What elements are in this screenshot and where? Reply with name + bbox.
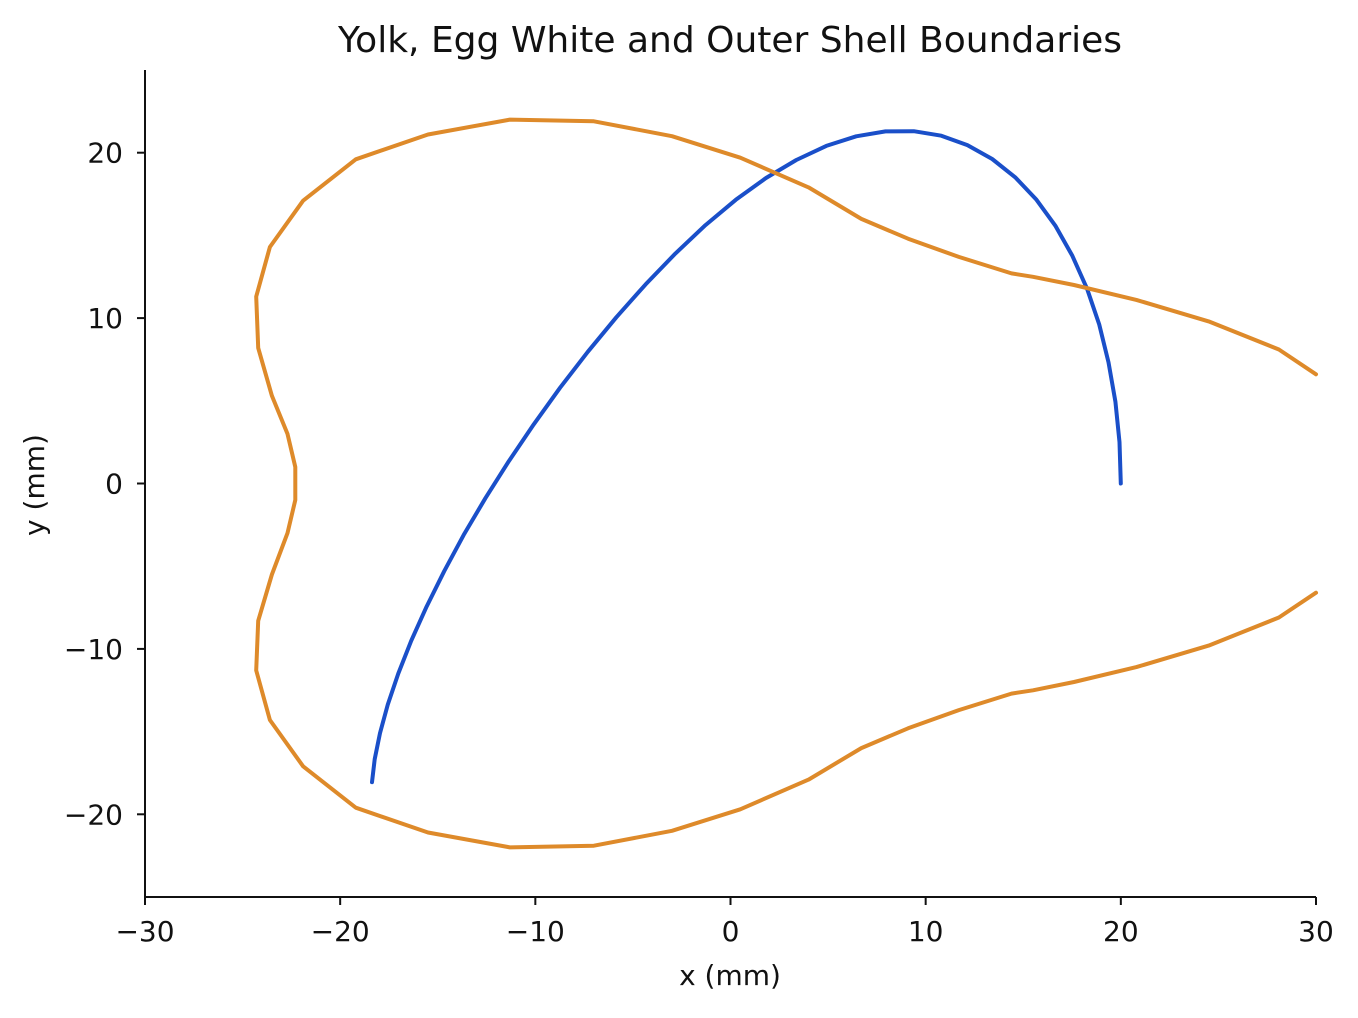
x-tick-label: −10 bbox=[506, 915, 565, 948]
chart-title: Yolk, Egg White and Outer Shell Boundari… bbox=[337, 20, 1122, 61]
y-tick-label: 20 bbox=[87, 137, 123, 170]
x-tick-label: 0 bbox=[722, 915, 740, 948]
x-tick-label: 10 bbox=[908, 915, 944, 948]
x-tick-label: 30 bbox=[1298, 915, 1334, 948]
y-ticks: −20 −10 0 10 20 bbox=[64, 137, 145, 831]
series-line-2 bbox=[254, 117, 1318, 850]
x-ticks: −30 −20 −10 0 10 20 30 bbox=[115, 897, 1334, 948]
x-tick-label: −30 bbox=[115, 915, 174, 948]
x-tick-label: −20 bbox=[311, 915, 370, 948]
y-axis-label: y (mm) bbox=[18, 434, 51, 536]
x-axis-label: x (mm) bbox=[679, 959, 781, 992]
y-tick-label: −20 bbox=[64, 798, 123, 831]
series-line-1 bbox=[370, 129, 1123, 785]
x-tick-label: 20 bbox=[1103, 915, 1139, 948]
y-tick-label: 10 bbox=[87, 302, 123, 335]
y-tick-label: −10 bbox=[64, 633, 123, 666]
y-tick-label: 0 bbox=[105, 468, 123, 501]
series-group bbox=[254, 117, 1318, 850]
